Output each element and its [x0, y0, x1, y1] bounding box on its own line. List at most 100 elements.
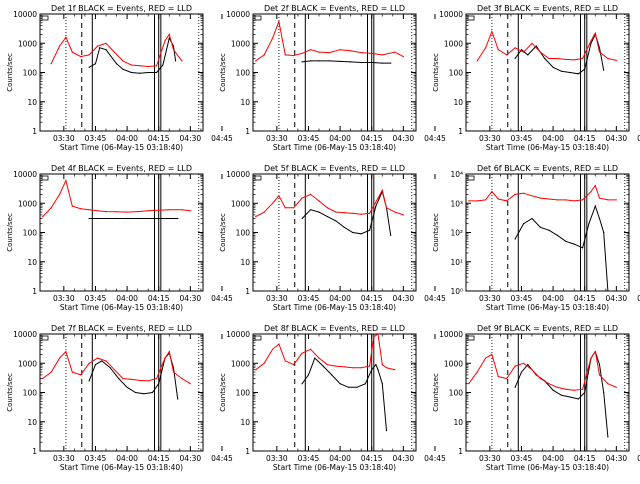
y-axis-label: Counts/sec — [432, 213, 440, 252]
y-tick-label: 10¹ — [450, 258, 463, 267]
lld-point — [476, 200, 478, 202]
corner-box — [467, 175, 475, 181]
lld-point — [607, 383, 609, 385]
events-point — [377, 369, 379, 371]
lld-point — [310, 193, 312, 195]
lld-point — [369, 212, 371, 214]
lld-point — [272, 37, 274, 39]
lld-point — [147, 65, 149, 68]
lld-point — [168, 209, 170, 211]
events-point — [147, 217, 149, 220]
events-point — [375, 364, 377, 366]
events-point — [94, 364, 97, 366]
events-series-line — [301, 357, 387, 431]
events-point — [356, 386, 358, 388]
lld-point — [468, 200, 470, 202]
events-point — [560, 70, 563, 72]
events-point — [588, 223, 590, 225]
lld-point — [50, 63, 52, 65]
lld-point — [59, 193, 61, 195]
events-point — [105, 49, 107, 51]
lld-point — [615, 386, 617, 388]
panel-title: Det 9f BLACK = Events, RED = LLD — [477, 324, 618, 333]
events-series-line — [88, 36, 177, 74]
lld-point — [164, 40, 166, 42]
events-point — [371, 61, 373, 64]
lld-point — [255, 60, 257, 62]
lld-point — [506, 377, 508, 380]
lld-point — [147, 380, 149, 382]
events-point — [88, 380, 90, 382]
events-point — [582, 247, 584, 249]
events-series-line — [514, 204, 609, 291]
events-point — [381, 62, 383, 64]
events-point — [603, 231, 605, 234]
y-tick-label: 10 — [27, 418, 37, 427]
lld-point — [539, 197, 542, 199]
lld-point — [468, 383, 470, 385]
events-point — [109, 367, 111, 369]
lld-point — [335, 211, 337, 213]
plot-frame — [252, 173, 417, 292]
events-point — [115, 217, 118, 220]
lld-point — [71, 371, 73, 373]
lld-point — [126, 211, 128, 213]
x-axis-label: Start Time (06-May-15 03:18:40) — [60, 143, 183, 152]
lld-point — [343, 366, 345, 368]
lld-point — [318, 51, 320, 53]
events-point — [347, 386, 350, 388]
panel-title: Det 4f BLACK = Events, RED = LLD — [51, 164, 192, 173]
lld-point — [293, 207, 295, 209]
events-point — [177, 398, 179, 400]
lld-point — [381, 189, 383, 191]
x-tick-label: 04:00 — [542, 454, 564, 463]
lld-point — [42, 216, 44, 218]
lld-point — [385, 207, 388, 209]
events-point — [99, 47, 101, 49]
lld-point — [284, 360, 286, 362]
lld-point — [65, 179, 67, 182]
lld-point — [514, 365, 516, 367]
lld-point — [476, 371, 478, 373]
lld-point — [88, 362, 90, 364]
lld-point — [402, 56, 404, 58]
x-tick-label: 04:30 — [606, 454, 628, 463]
lld-point — [278, 195, 280, 197]
x-tick-label: 04:15 — [574, 454, 596, 463]
events-point — [322, 365, 324, 367]
events-point — [352, 231, 354, 234]
events-point — [514, 238, 516, 240]
y-tick-label: 100 — [236, 69, 251, 78]
events-point — [310, 209, 312, 211]
lld-point — [139, 65, 141, 67]
events-series-line — [302, 60, 391, 64]
lld-point — [582, 57, 584, 60]
plot-frame — [39, 333, 204, 452]
corner-box — [41, 335, 49, 341]
lld-point — [293, 364, 295, 366]
lld-point — [115, 211, 118, 213]
lld-point — [485, 199, 487, 201]
events-point — [143, 393, 145, 395]
lld-point — [598, 197, 601, 199]
lld-point — [310, 348, 312, 350]
y-axis-label: Counts/sec — [432, 373, 440, 412]
events-point — [607, 290, 609, 291]
events-point — [603, 391, 605, 394]
lld-point — [598, 374, 601, 376]
events-point — [343, 226, 345, 228]
events-point — [390, 62, 392, 64]
events-point — [177, 217, 179, 220]
lld-point — [105, 360, 107, 362]
x-tick-label: 04:45 — [211, 134, 233, 143]
x-tick-label: 04:15 — [148, 454, 170, 463]
lld-point — [594, 351, 596, 353]
events-point — [556, 234, 558, 236]
y-tick-label: 100 — [23, 69, 38, 78]
lld-point — [50, 207, 52, 209]
events-point — [598, 217, 601, 220]
lld-point — [402, 214, 404, 216]
panel-5: Det 5f BLACK = Events, RED = LLD 1 10 100 10… — [219, 164, 446, 312]
